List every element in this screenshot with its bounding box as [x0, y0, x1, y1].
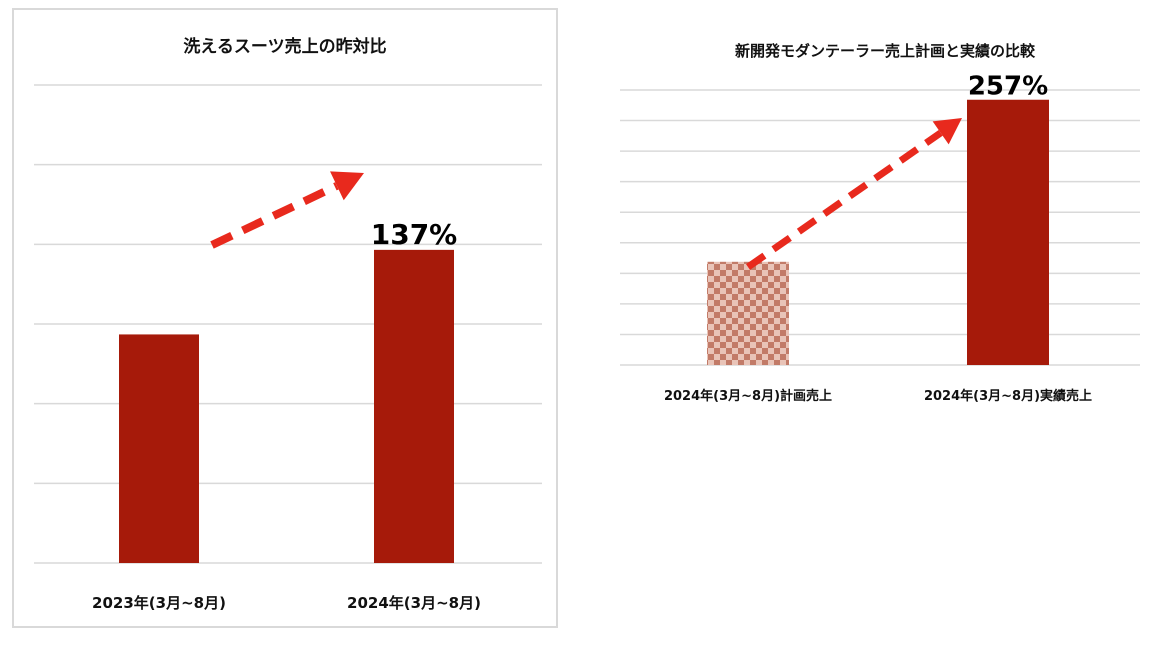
x-tick-label: 2024年(3月~8月)計画売上 — [664, 388, 832, 404]
percentage-label: 137% — [371, 218, 458, 251]
chart-title: 新開発モダンテーラー売上計画と実績の比較 — [735, 42, 1036, 60]
trend-arrow-head — [330, 171, 364, 201]
bar-1 — [707, 261, 789, 365]
bar-1 — [119, 334, 199, 563]
chart-title: 洗えるスーツ売上の昨対比 — [183, 36, 386, 57]
x-tick-label: 2024年(3月~8月) — [347, 594, 481, 612]
chart-right-svg: 新開発モダンテーラー売上計画と実績の比較 2024年(3月~8月)計画売上 202… — [620, 42, 1140, 404]
chart-left-svg: 洗えるスーツ売上の昨対比 2023年(3月~8月) 2024年(3月~8月) 13… — [34, 36, 542, 612]
chart-tailor-plan-vs-actual: 新開発モダンテーラー売上計画と実績の比較 2024年(3月~8月)計画売上 202… — [600, 30, 1150, 430]
percentage-label: 257% — [968, 72, 1048, 102]
x-tick-label: 2023年(3月~8月) — [92, 594, 226, 612]
trend-arrow-head — [932, 118, 962, 145]
chart-suit-sales-yoy: 洗えるスーツ売上の昨対比 2023年(3月~8月) 2024年(3月~8月) 13… — [12, 8, 558, 628]
bar-2 — [374, 249, 454, 563]
trend-arrow-shaft — [210, 182, 339, 249]
bar-2 — [967, 99, 1049, 365]
x-tick-label: 2024年(3月~8月)実績売上 — [924, 388, 1092, 404]
trend-arrow-shaft — [746, 129, 943, 270]
